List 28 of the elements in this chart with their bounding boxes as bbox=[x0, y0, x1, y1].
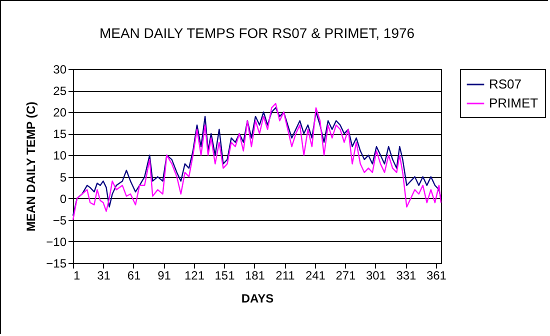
y-axis-title: MEAN DAILY TEMP (C) bbox=[24, 102, 38, 232]
x-tick-label: 1 bbox=[74, 268, 80, 282]
x-tick-label: 61 bbox=[127, 268, 141, 282]
y-tick-label: 15 bbox=[53, 127, 67, 142]
x-tick-label: 181 bbox=[244, 268, 266, 282]
y-tick-label: 20 bbox=[53, 106, 67, 120]
y-tick-label: 5 bbox=[60, 170, 67, 184]
x-tick-label: 31 bbox=[97, 268, 111, 282]
x-axis-title: DAYS bbox=[241, 292, 274, 306]
y-tick-label: −5 bbox=[52, 213, 67, 228]
y-tick-label: 0 bbox=[60, 192, 67, 206]
legend-label: RS07 bbox=[489, 76, 522, 92]
x-tick-label: 301 bbox=[366, 268, 386, 282]
y-tick-label: −15 bbox=[46, 256, 67, 270]
x-tick-label: 271 bbox=[336, 268, 356, 282]
y-tick-label: 25 bbox=[53, 84, 67, 98]
x-tick-label: 151 bbox=[214, 268, 236, 282]
y-tick-label: 30 bbox=[53, 62, 67, 76]
legend-label: PRIMET bbox=[489, 96, 538, 110]
x-tick-label: 121 bbox=[184, 268, 205, 282]
x-tick-label: 91 bbox=[158, 268, 172, 282]
x-tick-label: 361 bbox=[426, 268, 447, 282]
x-tick-label: 241 bbox=[305, 268, 326, 282]
y-tick-label: −10 bbox=[46, 234, 67, 249]
chart-title: MEAN DAILY TEMPS FOR RS07 & PRIMET, 1976 bbox=[99, 25, 415, 41]
x-tick-label: 331 bbox=[396, 268, 417, 282]
y-tick-label: 10 bbox=[53, 148, 67, 163]
x-tick-label: 211 bbox=[276, 268, 296, 282]
